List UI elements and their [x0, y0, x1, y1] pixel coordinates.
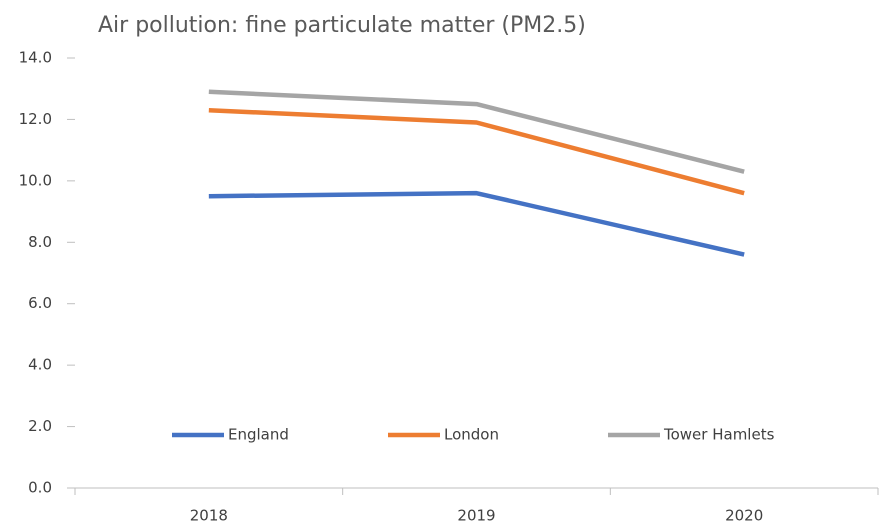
legend-label: London [444, 426, 499, 444]
y-tick-label: 12.0 [19, 110, 52, 128]
x-tick-label: 2020 [725, 507, 763, 525]
y-tick-label: 8.0 [28, 233, 52, 251]
legend-label: Tower Hamlets [663, 426, 775, 444]
x-tick-label: 2019 [457, 507, 495, 525]
y-tick-label: 0.0 [28, 479, 52, 497]
y-tick-label: 14.0 [19, 49, 52, 67]
y-tick-label: 6.0 [28, 294, 52, 312]
chart-title: Air pollution: fine particulate matter (… [98, 13, 586, 38]
y-tick-label: 10.0 [19, 171, 52, 189]
series-line [208, 190, 745, 257]
y-tick-label: 2.0 [28, 417, 52, 435]
series-line [208, 107, 745, 196]
x-tick-label: 2018 [190, 507, 228, 525]
y-tick-label: 4.0 [28, 356, 52, 374]
legend-label: England [228, 426, 289, 444]
series-line [208, 89, 745, 174]
